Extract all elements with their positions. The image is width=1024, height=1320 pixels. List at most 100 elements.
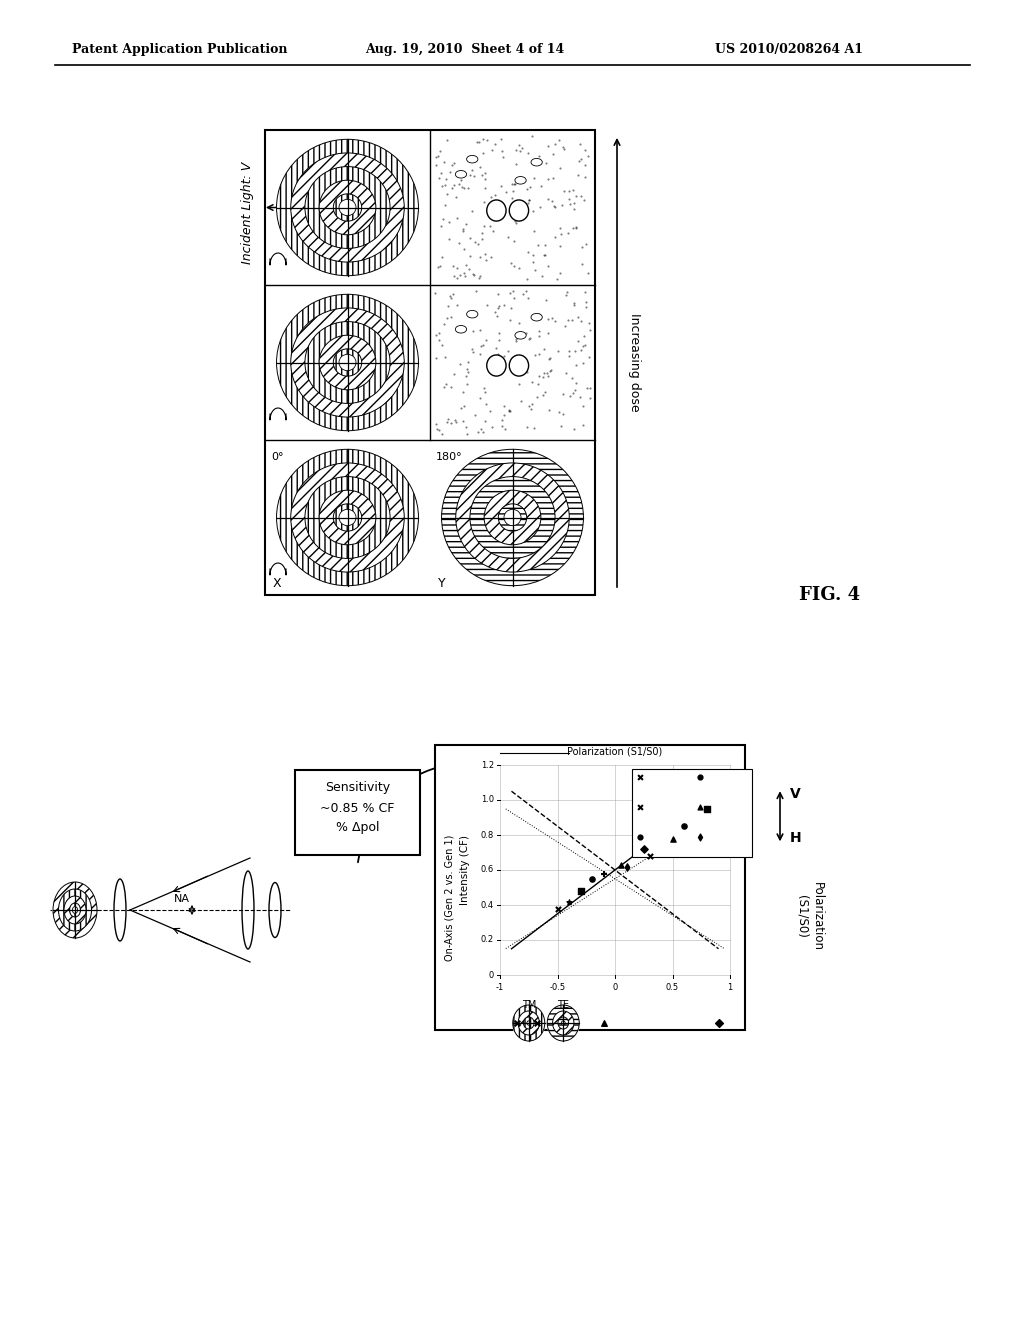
Ellipse shape — [53, 882, 97, 939]
Ellipse shape — [63, 896, 86, 924]
Point — [595, 863, 611, 884]
Text: 0.6: 0.6 — [480, 866, 494, 874]
Ellipse shape — [441, 449, 584, 586]
Point — [632, 796, 648, 817]
Text: FIG. 4: FIG. 4 — [800, 586, 860, 605]
Ellipse shape — [73, 907, 78, 913]
Ellipse shape — [553, 1011, 573, 1035]
Bar — [632, 768, 752, 857]
Point — [595, 1012, 611, 1034]
Ellipse shape — [456, 170, 467, 178]
Point — [612, 854, 629, 875]
Ellipse shape — [515, 177, 526, 183]
Text: 0.4: 0.4 — [481, 900, 494, 909]
Ellipse shape — [333, 504, 361, 531]
Ellipse shape — [52, 880, 98, 940]
Text: Increasing dose: Increasing dose — [629, 313, 641, 412]
Text: Aug. 19, 2010  Sheet 4 of 14: Aug. 19, 2010 Sheet 4 of 14 — [365, 44, 564, 57]
Bar — [265, 129, 595, 595]
Text: 0: 0 — [488, 970, 494, 979]
Text: NA: NA — [174, 894, 190, 904]
Ellipse shape — [518, 1011, 540, 1035]
Text: Y: Y — [438, 577, 445, 590]
Point — [641, 845, 657, 866]
Text: 0.8: 0.8 — [480, 830, 494, 840]
Ellipse shape — [467, 310, 478, 318]
Ellipse shape — [291, 308, 404, 417]
Ellipse shape — [512, 1005, 546, 1041]
Ellipse shape — [531, 313, 543, 321]
Ellipse shape — [523, 1016, 535, 1030]
Ellipse shape — [305, 322, 390, 404]
Text: Polarization
(S1/S0): Polarization (S1/S0) — [796, 882, 824, 950]
Point — [632, 826, 648, 847]
Text: 1: 1 — [727, 983, 732, 993]
Text: -0.5: -0.5 — [550, 983, 565, 993]
Ellipse shape — [484, 490, 541, 545]
Ellipse shape — [333, 348, 361, 376]
Ellipse shape — [319, 181, 376, 235]
Text: TM: TM — [521, 1001, 536, 1010]
Ellipse shape — [561, 1020, 565, 1026]
Ellipse shape — [291, 153, 404, 263]
Point — [636, 838, 652, 859]
Text: On-Axis (Gen 2 vs. Gen 1): On-Axis (Gen 2 vs. Gen 1) — [445, 834, 455, 961]
Ellipse shape — [486, 355, 506, 376]
Ellipse shape — [456, 463, 569, 572]
Text: Intensity (CF): Intensity (CF) — [460, 836, 470, 906]
Point — [692, 796, 709, 817]
Ellipse shape — [470, 477, 555, 558]
Point — [561, 891, 578, 912]
Ellipse shape — [339, 510, 356, 525]
Text: ~0.85 % CF: ~0.85 % CF — [321, 801, 394, 814]
Point — [692, 826, 709, 847]
Text: X: X — [273, 577, 282, 590]
Ellipse shape — [509, 199, 528, 220]
Ellipse shape — [526, 1020, 530, 1026]
Text: 0.5: 0.5 — [666, 983, 679, 993]
Ellipse shape — [513, 1005, 545, 1041]
Point — [676, 816, 692, 837]
Ellipse shape — [339, 354, 356, 371]
Ellipse shape — [547, 1005, 580, 1041]
Ellipse shape — [276, 294, 419, 430]
Point — [549, 898, 565, 919]
Ellipse shape — [509, 355, 528, 376]
Text: Patent Application Publication: Patent Application Publication — [72, 44, 288, 57]
Ellipse shape — [305, 166, 390, 248]
Ellipse shape — [273, 136, 422, 279]
Ellipse shape — [276, 140, 419, 276]
Text: H: H — [790, 832, 802, 845]
Ellipse shape — [504, 510, 521, 525]
Point — [711, 1012, 727, 1034]
Point — [572, 880, 589, 902]
Text: Incident Light: V: Incident Light: V — [241, 161, 254, 264]
Ellipse shape — [339, 199, 356, 215]
Ellipse shape — [319, 335, 376, 389]
Ellipse shape — [486, 199, 506, 220]
Ellipse shape — [70, 903, 81, 917]
Point — [698, 799, 715, 820]
Point — [632, 766, 648, 787]
Ellipse shape — [438, 446, 587, 589]
Bar — [295, 770, 420, 855]
Text: V: V — [790, 787, 801, 801]
Text: Sensitivity: Sensitivity — [325, 781, 390, 795]
Text: 180°: 180° — [436, 451, 463, 462]
Ellipse shape — [515, 331, 526, 339]
Text: TE: TE — [557, 1001, 569, 1010]
Ellipse shape — [273, 290, 422, 434]
Ellipse shape — [531, 158, 543, 166]
Point — [692, 766, 709, 787]
Ellipse shape — [58, 888, 91, 931]
Point — [665, 828, 681, 849]
Text: Polarization (S1/S0): Polarization (S1/S0) — [567, 747, 663, 756]
Ellipse shape — [456, 326, 467, 333]
Ellipse shape — [276, 449, 419, 586]
Text: 1.2: 1.2 — [481, 760, 494, 770]
Ellipse shape — [547, 1005, 580, 1041]
Ellipse shape — [333, 194, 361, 222]
Bar — [435, 744, 745, 1030]
Ellipse shape — [558, 1016, 568, 1030]
Point — [584, 869, 600, 890]
